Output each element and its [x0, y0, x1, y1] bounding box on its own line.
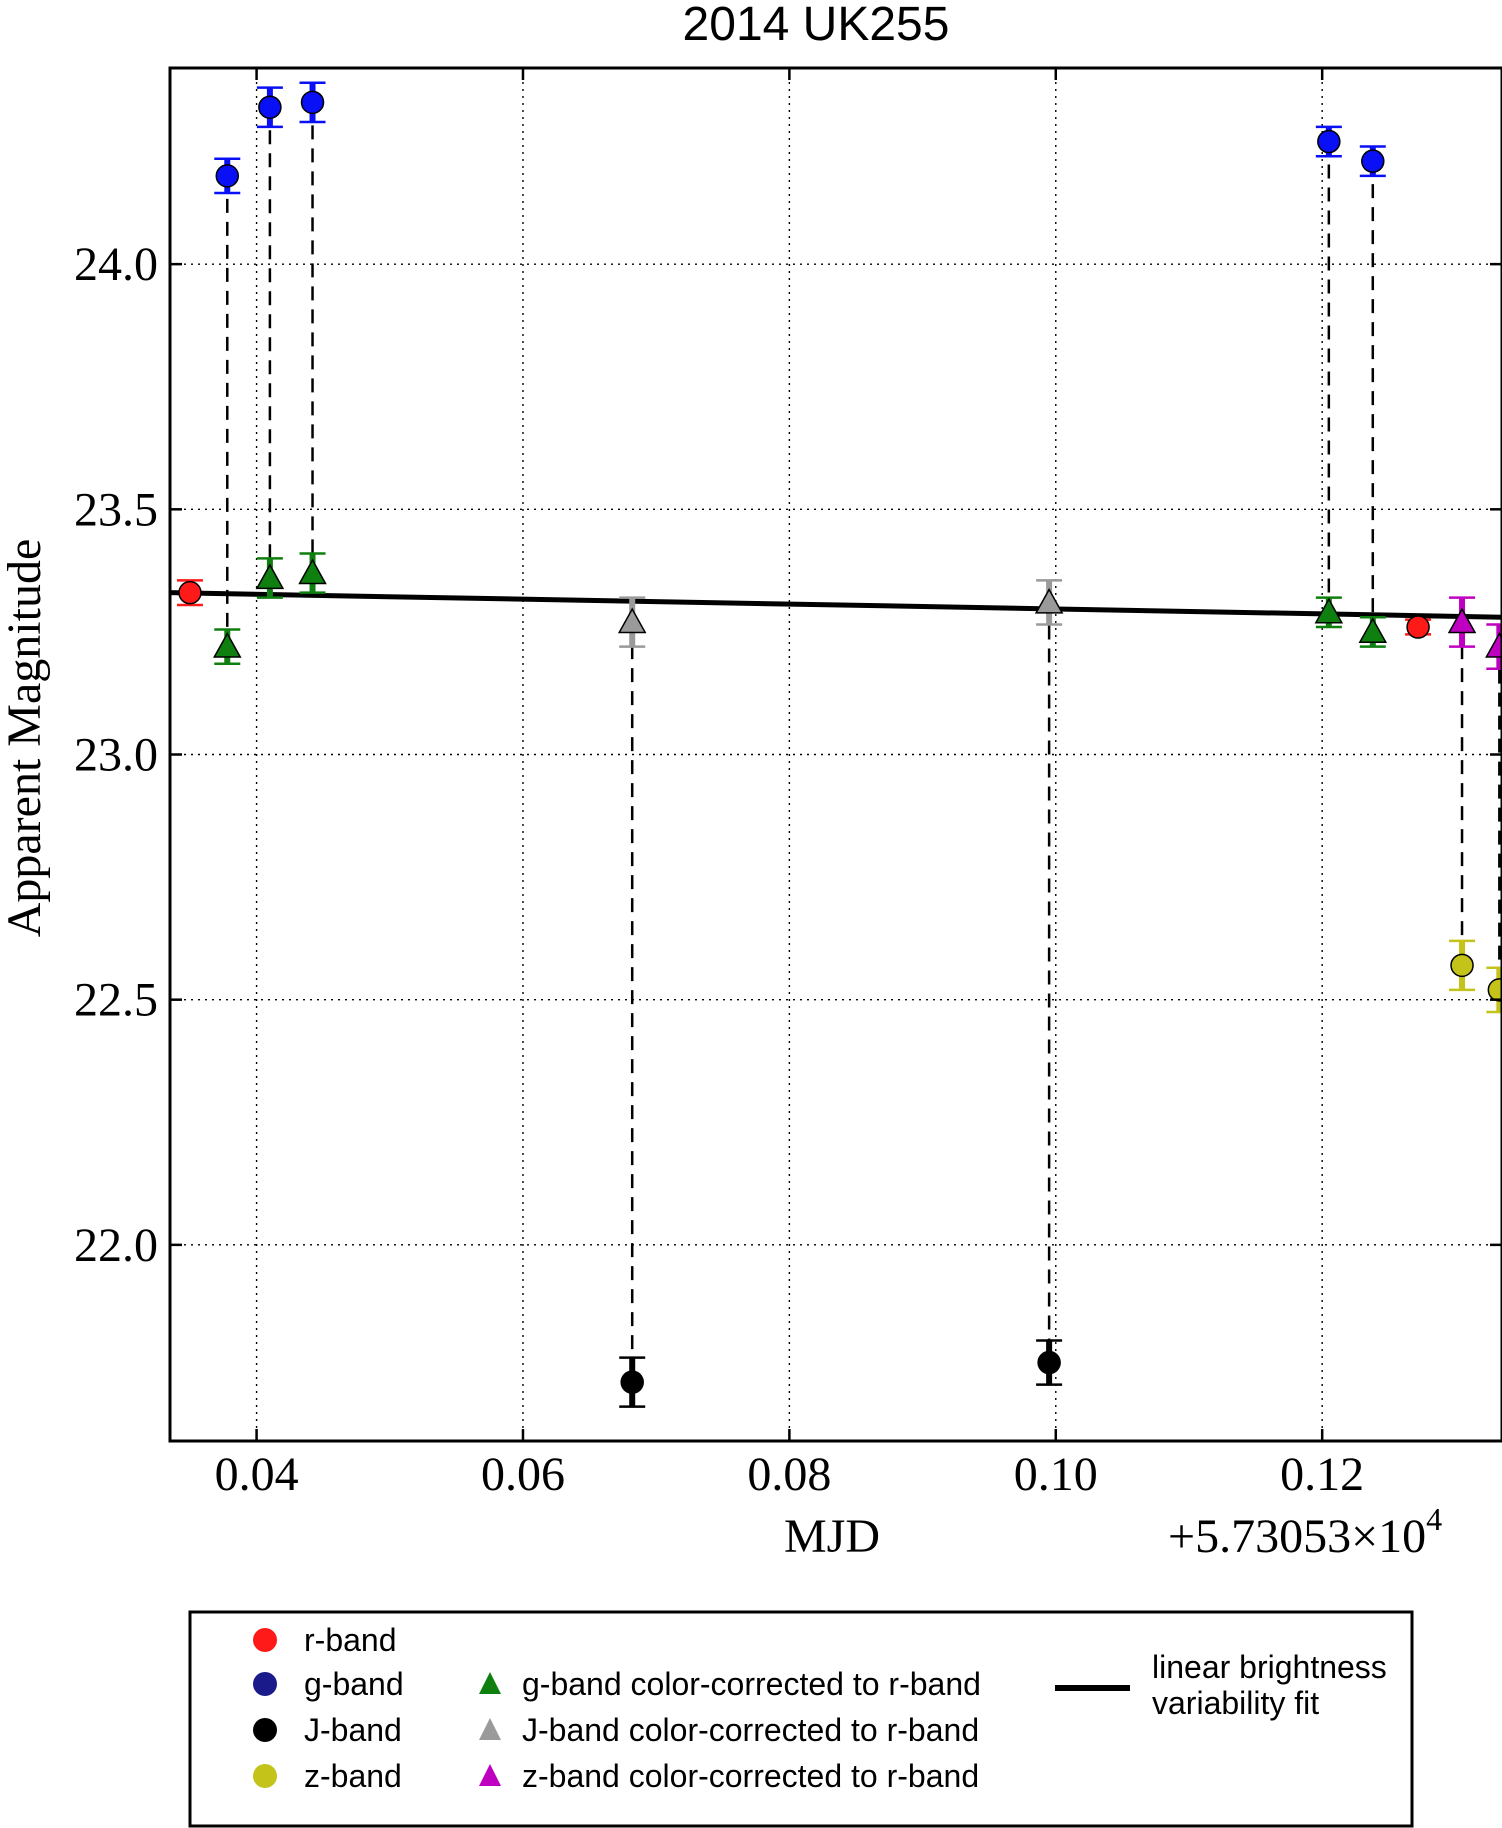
connector-lines — [226, 102, 1501, 1383]
point-4-3 — [1314, 597, 1344, 624]
point-4-2 — [298, 558, 327, 585]
point-1-2 — [300, 90, 325, 115]
y-tick-label-0: 22.0 — [74, 1219, 158, 1272]
point-5-0 — [617, 607, 647, 634]
legend: r-band g-band J-band z-band g-band color-cor… — [188, 1610, 1414, 1828]
y-tick-label-4: 24.0 — [74, 238, 158, 291]
legend-label-0-2: J-band — [304, 1712, 402, 1748]
point-4-1 — [255, 563, 285, 590]
point-1-3 — [1317, 129, 1341, 154]
y-ticks: 22.0 22.5 23.0 23.5 24.0 — [74, 238, 1502, 1272]
legend-label-0-1: g-band — [304, 1666, 404, 1702]
legend-marker-1-2 — [479, 1764, 501, 1786]
point-3-0 — [1450, 953, 1474, 978]
legend-label-0-0: r-band — [304, 1622, 397, 1658]
point-6-1 — [1485, 632, 1502, 658]
point-3-1 — [1487, 978, 1502, 1002]
grid — [170, 68, 1502, 1441]
point-2-1 — [1037, 1350, 1061, 1375]
point-4-4 — [1358, 617, 1388, 644]
error-bars — [176, 81, 1502, 1408]
point-1-0 — [215, 164, 240, 188]
y-tick-label-1: 22.5 — [74, 974, 158, 1027]
point-6-0 — [1447, 607, 1477, 634]
x-tick-label-1: 0.06 — [481, 1448, 565, 1501]
legend-label-0-3: z-band — [304, 1758, 402, 1794]
legend-marker-1-1 — [479, 1718, 501, 1740]
legend-marker-1-0 — [479, 1672, 501, 1694]
data-markers — [178, 90, 1502, 1394]
legend-fit-label-1: variability fit — [1152, 1685, 1319, 1721]
point-0-1 — [1406, 615, 1430, 639]
point-1-1 — [258, 95, 282, 119]
legend-marker-0-3 — [253, 1764, 277, 1788]
legend-box — [188, 1610, 1414, 1828]
chart-title: 2014 UK255 — [683, 0, 950, 51]
y-axis-label: Apparent Magnitude — [0, 539, 51, 938]
point-5-1 — [1034, 587, 1064, 614]
legend-label-1-0: g-band color-corrected to r-band — [522, 1666, 981, 1702]
x-tick-label-3: 0.10 — [1014, 1448, 1098, 1501]
x-tick-label-2: 0.08 — [747, 1448, 831, 1501]
legend-label-1-2: z-band color-corrected to r-band — [522, 1758, 979, 1794]
legend-marker-0-1 — [253, 1672, 277, 1696]
x-offset-label: +5.73053×104 — [1168, 1501, 1442, 1563]
point-2-0 — [620, 1370, 644, 1394]
legend-label-1-1: J-band color-corrected to r-band — [522, 1712, 979, 1748]
legend-marker-0-2 — [253, 1718, 277, 1742]
point-1-4 — [1361, 149, 1385, 173]
point-0-0 — [178, 580, 202, 605]
legend-fit-label-0: linear brightness — [1152, 1649, 1387, 1685]
x-ticks: 0.04 0.06 0.08 0.10 0.12 — [215, 68, 1364, 1501]
fit-line — [169, 590, 1502, 620]
legend-marker-0-0 — [253, 1628, 277, 1652]
x-offset-exponent: 4 — [1426, 1501, 1442, 1537]
fit-line-group — [169, 590, 1502, 620]
x-tick-label-4: 0.12 — [1280, 1448, 1364, 1501]
x-tick-label-0: 0.04 — [215, 1448, 299, 1501]
x-axis-label: MJD — [784, 1510, 880, 1563]
point-4-0 — [213, 632, 242, 658]
y-tick-label-3: 23.5 — [74, 483, 158, 536]
y-tick-label-2: 23.0 — [74, 729, 158, 782]
